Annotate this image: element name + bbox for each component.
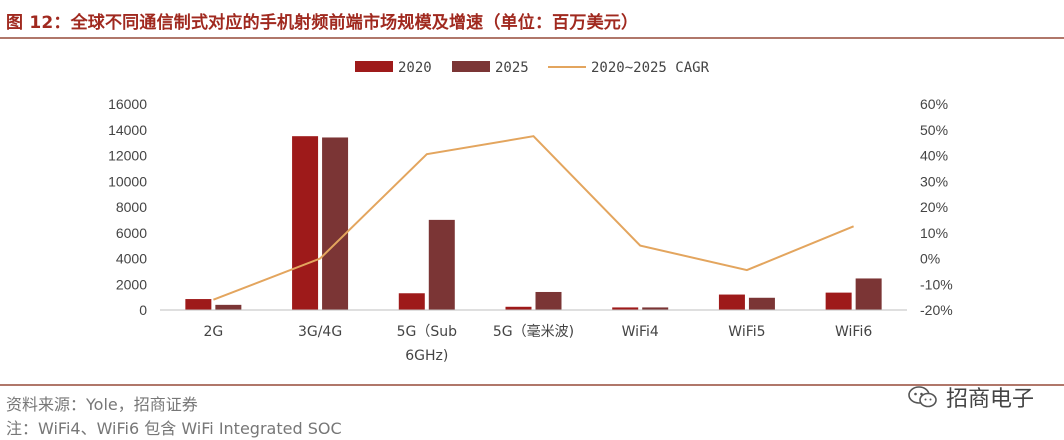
x-category-label: WiFi6 xyxy=(835,324,872,340)
x-category-label: WiFi4 xyxy=(622,324,659,340)
x-category-label: 3G/4G xyxy=(298,324,342,340)
legend-label: 2020 xyxy=(398,60,432,76)
footer-divider xyxy=(0,384,1064,386)
x-category-label: 5G（Sub xyxy=(397,324,458,340)
source-text: 资料来源：Yole，招商证券 xyxy=(6,395,198,414)
wechat-icon xyxy=(908,386,937,408)
y-left-tick-label: 16000 xyxy=(108,96,147,112)
figure-title: 图 12：全球不同通信制式对应的手机射频前端市场规模及增速（单位：百万美元） xyxy=(6,13,639,33)
y-right-tick-label: 60% xyxy=(920,96,948,112)
bar-2025 xyxy=(642,307,669,310)
y-left-tick-label: 4000 xyxy=(116,251,147,267)
y-right-tick-label: 0% xyxy=(920,251,940,267)
legend-swatch-1 xyxy=(452,61,490,72)
y-right-tick-label: 40% xyxy=(920,148,948,164)
chart-area: 0 2000 4000 6000 8000 10000 12000 14000 16000 -20… xyxy=(108,60,953,364)
bar-2025 xyxy=(322,137,349,310)
x-category-label: 6GHz) xyxy=(405,348,448,364)
bar-2025 xyxy=(215,304,242,310)
x-category-label: 2G xyxy=(203,324,223,340)
y-left-tick-label: 6000 xyxy=(116,225,147,241)
bar-2020 xyxy=(185,299,212,310)
bar-2020 xyxy=(612,307,639,310)
y-left-tick-label: 0 xyxy=(139,302,147,318)
bar-2025 xyxy=(428,219,455,310)
y-right-tick-label: 30% xyxy=(920,173,948,189)
bar-2020 xyxy=(718,294,745,310)
y-left-tick-label: 12000 xyxy=(108,148,147,164)
x-category-label: 5G（毫米波) xyxy=(493,323,574,340)
watermark: 招商电子 xyxy=(908,381,1034,413)
y-right-tick-label: 20% xyxy=(920,199,948,215)
y-left-tick-label: 8000 xyxy=(116,199,147,215)
legend-swatch-0 xyxy=(355,61,393,72)
title-divider xyxy=(0,37,1064,39)
legend-label: 2025 xyxy=(495,60,529,76)
y-right-tick-label: -20% xyxy=(920,302,953,318)
y-left-tick-label: 10000 xyxy=(108,173,147,189)
x-category-label: WiFi5 xyxy=(728,324,765,340)
bar-2020 xyxy=(825,292,852,310)
y-right-tick-label: 10% xyxy=(920,225,948,241)
bar-2020 xyxy=(505,306,532,310)
bar-2020 xyxy=(398,293,425,310)
legend-label: 2020~2025 CAGR xyxy=(591,60,710,76)
cagr-line xyxy=(213,135,854,301)
y-left-tick-label: 14000 xyxy=(108,122,147,138)
bar-2025 xyxy=(748,297,775,310)
figure-header: 图 12：全球不同通信制式对应的手机射频前端市场规模及增速（单位：百万美元） xyxy=(0,0,1064,38)
bar-2020 xyxy=(292,136,319,310)
y-right-tick-label: 50% xyxy=(920,122,948,138)
y-right-tick-label: -10% xyxy=(920,276,953,292)
bar-2025 xyxy=(855,278,882,310)
note-text: 注：WiFi4、WiFi6 包含 WiFi Integrated SOC xyxy=(6,419,342,438)
watermark-text: 招商电子 xyxy=(945,387,1034,412)
y-left-tick-label: 2000 xyxy=(116,276,147,292)
bar-2025 xyxy=(535,291,562,310)
